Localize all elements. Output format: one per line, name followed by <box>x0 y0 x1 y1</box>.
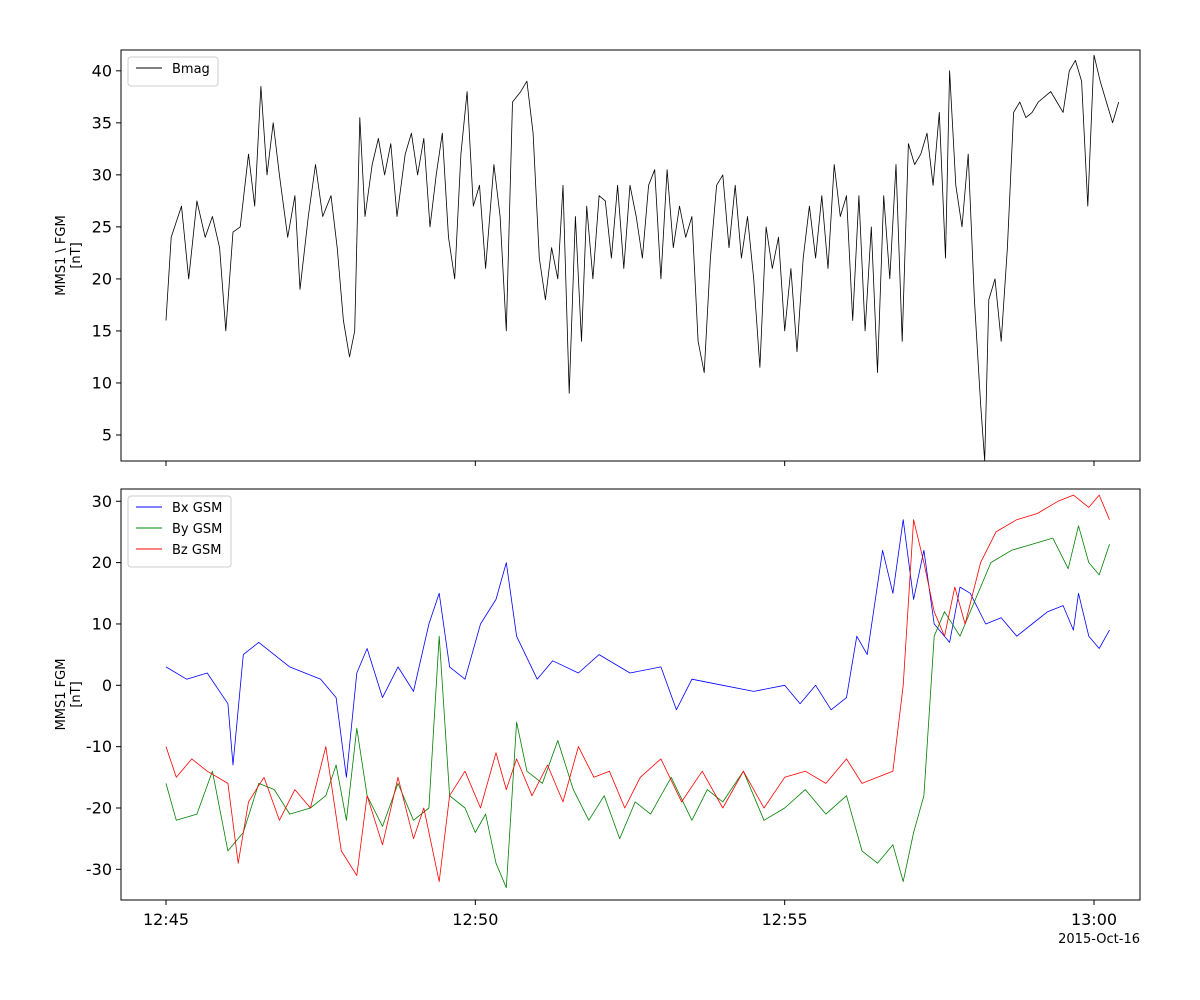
axes-frame <box>120 49 1141 462</box>
y-tick-label: 40 <box>92 61 112 80</box>
y-tick-label: 35 <box>92 113 112 132</box>
y-tick-label: -10 <box>86 737 112 756</box>
y-tick-label: 30 <box>92 492 112 511</box>
y-tick-label: 0 <box>102 676 112 695</box>
y-tick-label: 30 <box>92 165 112 184</box>
y-axis-label-line: MMS1 \ FGM <box>54 215 69 295</box>
y-tick-label: 10 <box>92 373 112 392</box>
y-axis-label: MMS1 FGM[nT] <box>54 659 84 731</box>
legend-box <box>127 56 219 87</box>
legend-label: Bmag <box>172 62 210 77</box>
y-tick-label: 20 <box>92 553 112 572</box>
x-tick-label: 12:50 <box>452 910 498 929</box>
x-tick-label: 12:45 <box>143 910 189 929</box>
y-tick-label: 5 <box>102 425 112 444</box>
y-tick-label: -20 <box>86 798 112 817</box>
y-tick-label: 20 <box>92 269 112 288</box>
series-line-bx-gsm <box>165 519 1110 778</box>
x-tick-label: 12:55 <box>762 910 808 929</box>
series-line-bz-gsm <box>165 494 1110 882</box>
y-tick-label: 10 <box>92 614 112 633</box>
legend: Bx GSM By GSM Bz GSM <box>127 495 232 568</box>
axes-frame <box>120 488 1141 901</box>
legend-label: Bx GSM <box>172 501 222 516</box>
legend-label: Bz GSM <box>172 543 221 558</box>
y-tick-label: 15 <box>92 321 112 340</box>
chart-panel-2: -30 -20 -10 0 10 20 30 12:45 12:50 12:55 13:00 2015… <box>54 488 1141 947</box>
series-line-bmag <box>165 54 1120 461</box>
y-axis-label-line: [nT] <box>69 681 84 707</box>
legend-label: By GSM <box>172 522 222 537</box>
y-axis-label-line: [nT] <box>69 242 84 268</box>
y-axis-label: MMS1 \ FGM[nT] <box>54 215 84 295</box>
y-tick-label: -30 <box>86 860 112 879</box>
legend: Bmag <box>127 56 219 87</box>
x-tick-label: 13:00 <box>1071 910 1117 929</box>
x-date-label: 2015-Oct-16 <box>1058 932 1140 947</box>
y-axis-label-line: MMS1 FGM <box>54 659 69 731</box>
y-tick-label: 25 <box>92 217 112 236</box>
chart-panel-1: 5 10 15 20 25 30 35 40 MMS1 \ FGM[nT] Bmag <box>54 49 1141 466</box>
series-line-by-gsm <box>165 525 1110 889</box>
